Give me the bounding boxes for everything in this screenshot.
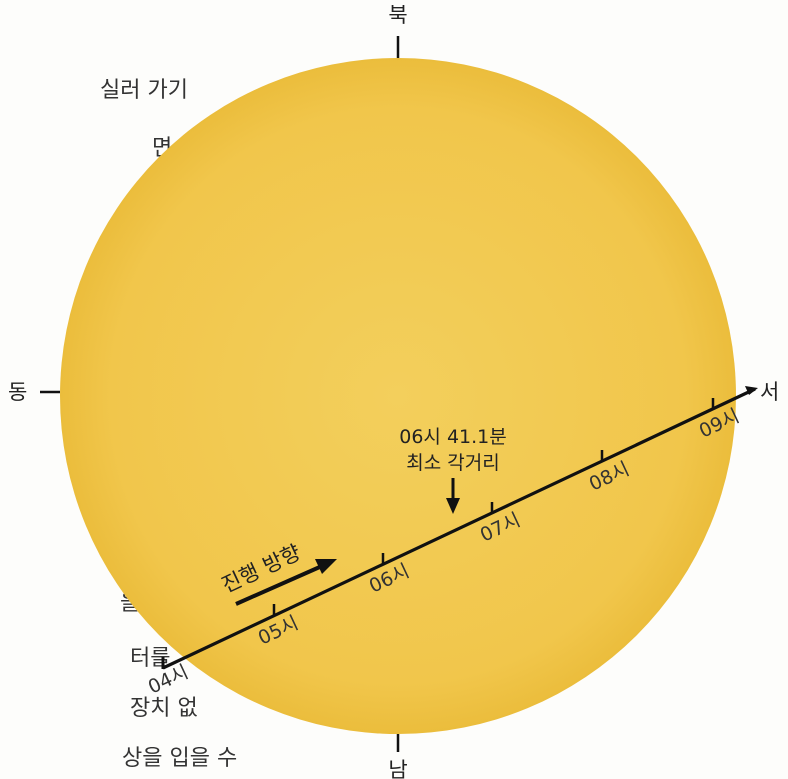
path-line: [162, 387, 756, 670]
sun-disk: [60, 58, 736, 734]
body-text-line-1: 실러 가기: [100, 78, 188, 103]
path-end-arrowhead: [745, 386, 758, 395]
annotation-time: 06시 41.1분: [399, 426, 506, 448]
east-label: 동: [8, 380, 27, 404]
north-label: 북: [388, 3, 407, 27]
hour-label-04: 04시: [145, 661, 192, 699]
south-label: 남: [388, 758, 407, 779]
body-text-line-6: 장치 없: [130, 696, 198, 721]
annotation-arrow-head: [446, 498, 460, 514]
body-text-line-7: 상을 입을 수: [122, 746, 238, 771]
annotation-label: 최소 각거리: [406, 452, 499, 474]
direction-arrow-head: [315, 559, 337, 574]
west-label: 서: [760, 380, 779, 404]
min-separation-annotation: 06시 41.1분 최소 각거리: [399, 426, 507, 514]
direction-arrow-shaft: [235, 564, 323, 606]
